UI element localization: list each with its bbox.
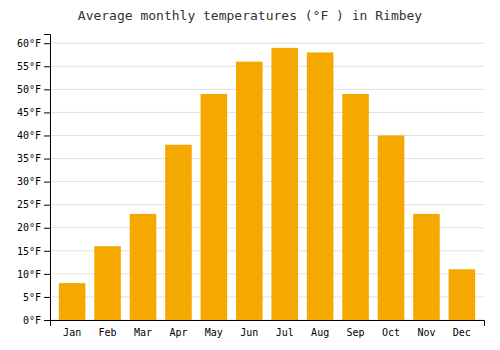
y-tick-label: 5°F [23,292,41,303]
x-tick-label: Nov [417,327,435,338]
y-tick-mark [44,89,50,90]
y-tick-label: 60°F [17,38,41,49]
x-tick: Oct [382,327,400,338]
y-tick-mark [44,135,50,136]
x-axis-line [51,321,485,327]
bar [342,94,369,320]
x-tick-label: Oct [382,327,400,338]
y-tick: 15°F [17,246,50,257]
x-tick-label: May [205,327,223,338]
y-tick-label: 25°F [17,199,41,210]
y-tick-mark [44,159,50,160]
y-tick: 20°F [17,222,50,233]
bar [413,214,440,320]
y-tick: 40°F [17,130,50,141]
x-tick: Dec [453,327,471,338]
x-tick-label: Jul [276,327,294,338]
grid-line [50,112,484,113]
x-tick-label: Jan [63,327,81,338]
x-tick-label: Jun [240,327,258,338]
y-tick-mark [44,43,50,44]
x-tick-label: Feb [99,327,117,338]
y-tick-mark [44,297,50,298]
x-tick-label: Apr [169,327,187,338]
bar [449,269,476,320]
bar [307,52,334,320]
y-tick-label: 0°F [23,315,41,326]
y-tick-label: 45°F [17,107,41,118]
y-tick: 25°F [17,199,50,210]
x-tick: Jun [240,327,258,338]
bar [378,135,405,320]
y-tick: 60°F [17,38,50,49]
chart: Average monthly temperatures (°F ) in Ri… [0,0,500,350]
bar [236,62,263,320]
y-tick: 10°F [17,269,50,280]
x-tick-label: Mar [134,327,152,338]
x-tick: Apr [169,327,187,338]
y-tick-label: 40°F [17,130,41,141]
y-tick-mark [44,66,50,67]
bar [271,48,298,320]
x-tick: May [205,327,223,338]
y-tick: 55°F [17,61,50,72]
grid-line [50,66,484,67]
grid-line [50,181,484,182]
x-tick: Mar [134,327,152,338]
y-tick: 35°F [17,153,50,164]
x-tick: Jan [63,327,81,338]
y-tick-label: 55°F [17,61,41,72]
x-tick-label: Aug [311,327,329,338]
bar [201,94,228,320]
grid [50,43,484,320]
grid-line [50,89,484,90]
x-tick: Jul [276,327,294,338]
bar [94,246,121,320]
x-tick: Feb [99,327,117,338]
y-tick-mark [44,320,50,321]
y-tick: 50°F [17,84,50,95]
bar [165,145,192,320]
y-tick-label: 50°F [17,84,41,95]
plot: 0°F 5°F 10°F 15°F 20°F 25°F 30°F 35°F 40°F 45°F 50… [17,35,485,339]
y-tick-label: 20°F [17,222,41,233]
bars [59,48,475,320]
y-tick: 30°F [17,176,50,187]
y-tick-mark [44,228,50,229]
y-tick: 0°F [23,315,50,326]
y-tick-mark [44,251,50,252]
y-tick-label: 15°F [17,246,41,257]
grid-line [50,204,484,205]
y-axis: 0°F 5°F 10°F 15°F 20°F 25°F 30°F 35°F 40°F 45°F 50… [17,35,51,326]
x-tick: Sep [347,327,365,338]
y-tick-label: 30°F [17,176,41,187]
y-tick: 5°F [23,292,50,303]
bar [59,283,86,320]
y-tick: 45°F [17,107,50,118]
y-tick-mark [44,205,50,206]
grid-line [50,135,484,136]
y-tick-mark [44,182,50,183]
x-tick-label: Sep [347,327,365,338]
y-tick-label: 35°F [17,153,41,164]
grid-line [50,43,484,44]
x-axis: Jan Feb Mar Apr May Jun Jul Aug Sep Oct Nov Dec [51,321,485,339]
y-tick-mark [44,274,50,275]
bar [130,214,157,320]
x-tick: Nov [417,327,435,338]
grid-line [50,158,484,159]
x-tick: Aug [311,327,329,338]
y-tick-label: 10°F [17,269,41,280]
y-axis-line [44,35,51,321]
y-tick-mark [44,112,50,113]
x-tick-label: Dec [453,327,471,338]
title: Average monthly temperatures (°F ) in Ri… [78,8,423,23]
